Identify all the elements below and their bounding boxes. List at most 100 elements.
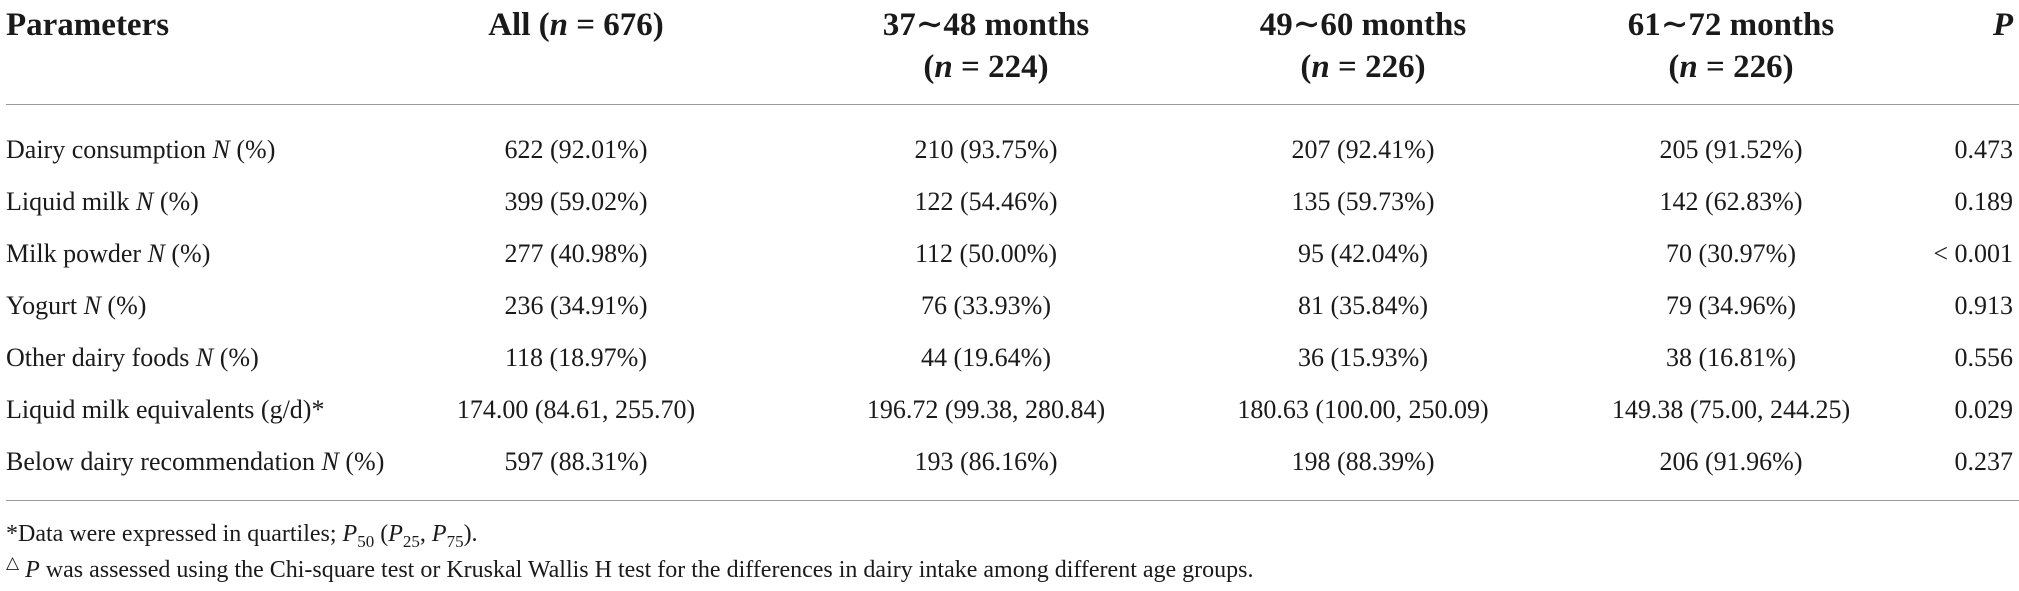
row-unit-n: N: [147, 239, 165, 268]
cell-all: 622 (92.01%): [504, 135, 648, 164]
cell-p-value: 0.029: [1954, 395, 2014, 424]
bottom-rule: [6, 500, 2019, 501]
table-row: Liquid milk equivalents (g/d)* 174.00 (84…: [6, 384, 2019, 436]
p-symbol: P: [431, 521, 447, 547]
row-unit-pct: (%): [338, 447, 385, 476]
table-row: Milk powder N (%) 277 (40.98%) 112 (50.00%…: [6, 228, 2019, 280]
cell-p-value: 0.556: [1954, 343, 2014, 372]
cell-g1: 210 (93.75%): [914, 135, 1058, 164]
footnote-1-text: *Data were expressed in quartiles;: [6, 521, 343, 547]
row-label: Milk powder: [6, 239, 142, 268]
table-row: Other dairy foods N (%) 118 (18.97%) 44 (1…: [6, 332, 2019, 384]
footnote-quartiles: *Data were expressed in quartiles; P50 (…: [6, 518, 478, 550]
sub-75: 75: [446, 532, 464, 551]
cell-g3: 79 (34.96%): [1666, 291, 1796, 320]
cell-g1: 44 (19.64%): [921, 343, 1051, 372]
header-p: P: [1993, 4, 2013, 46]
row-label: Other dairy foods: [6, 343, 190, 372]
cell-g2: 36 (15.93%): [1298, 343, 1428, 372]
footnote-2-text: was assessed using the Chi-square test o…: [39, 557, 1254, 583]
cell-g2: 81 (35.84%): [1298, 291, 1428, 320]
comma: ,: [419, 521, 432, 547]
row-label: Liquid milk: [6, 187, 130, 216]
paren-close: ).: [463, 521, 478, 547]
cell-all: 174.00 (84.61, 255.70): [456, 395, 696, 424]
header-group-49-60: 49∼60 months (n = 226): [1183, 4, 1543, 88]
row-unit-n: N: [83, 291, 101, 320]
sub-25: 25: [402, 532, 420, 551]
paren: (: [923, 49, 935, 85]
header-all-suffix: = 676): [567, 7, 664, 43]
triangle-mark: △: [6, 553, 20, 572]
row-label: Below dairy recommendation: [6, 447, 316, 476]
row-unit-pct: (%): [164, 239, 211, 268]
cell-all: 597 (88.31%): [504, 447, 648, 476]
cell-g2: 95 (42.04%): [1298, 239, 1428, 268]
p-symbol: P: [342, 521, 358, 547]
cell-g3: 149.38 (75.00, 244.25): [1611, 395, 1851, 424]
header-rule: [6, 104, 2019, 105]
row-parameter: Liquid milk N (%): [6, 176, 199, 228]
row-parameter: Dairy consumption N (%): [6, 124, 275, 176]
cell-g3: 70 (30.97%): [1666, 239, 1796, 268]
p-symbol: P: [25, 557, 40, 583]
cell-g3: 38 (16.81%): [1666, 343, 1796, 372]
cell-g2: 180.63 (100.00, 250.09): [1237, 395, 1489, 424]
cell-g3: 206 (91.96%): [1659, 447, 1803, 476]
cell-g1: 196.72 (99.38, 280.84): [866, 395, 1106, 424]
row-unit-pct: (%): [100, 291, 147, 320]
n-value: = 226): [1697, 49, 1794, 85]
paren: (: [1668, 49, 1680, 85]
row-unit-pct: (%): [213, 343, 259, 372]
cell-g2: 135 (59.73%): [1291, 187, 1435, 216]
row-parameter: Milk powder N (%): [6, 228, 210, 280]
row-parameter: Yogurt N (%): [6, 280, 146, 332]
row-unit-pct: (%): [229, 135, 276, 164]
cell-all: 277 (40.98%): [504, 239, 648, 268]
header-p-label: P: [1992, 7, 2013, 43]
row-label: Liquid milk equivalents (g/d)*: [6, 395, 325, 424]
table-row: Below dairy recommendation N (%) 597 (88.…: [6, 436, 2019, 488]
row-unit-n: N: [136, 187, 154, 216]
header-all-n: n: [549, 7, 568, 43]
n-value: = 224): [952, 49, 1049, 85]
cell-g2: 198 (88.39%): [1291, 447, 1435, 476]
cell-g1: 112 (50.00%): [914, 239, 1057, 268]
paren: (: [1300, 49, 1312, 85]
n-value: = 226): [1329, 49, 1426, 85]
row-unit-n: N: [195, 343, 214, 372]
header-group-61-72: 61∼72 months (n = 226): [1551, 4, 1911, 88]
row-parameter: Liquid milk equivalents (g/d)*: [6, 384, 324, 436]
header-group-37-48-label: 37∼48 months: [882, 7, 1090, 43]
row-unit-pct: (%): [153, 187, 199, 216]
n-symbol: n: [1311, 49, 1330, 85]
cell-g1: 193 (86.16%): [914, 447, 1058, 476]
row-unit-n: N: [321, 447, 339, 476]
header-parameters: Parameters: [6, 4, 169, 46]
footnote-p-method: △ P was assessed using the Chi-square te…: [6, 554, 1254, 586]
cell-p-value: 0.913: [1954, 291, 2014, 320]
row-label: Dairy consumption: [6, 135, 207, 164]
table-row: Liquid milk N (%) 399 (59.02%) 122 (54.46%…: [6, 176, 2019, 228]
header-group-49-60-n: (n = 226): [1183, 46, 1543, 88]
sub-50: 50: [357, 532, 375, 551]
header-group-37-48: 37∼48 months (n = 224): [806, 4, 1166, 88]
n-symbol: n: [934, 49, 953, 85]
cell-p-value: 0.473: [1954, 135, 2014, 164]
header-group-61-72-n: (n = 226): [1551, 46, 1911, 88]
header-group-61-72-label: 61∼72 months: [1627, 7, 1835, 43]
header-group-49-60-label: 49∼60 months: [1259, 7, 1467, 43]
cell-g3: 205 (91.52%): [1659, 135, 1803, 164]
table-row: Dairy consumption N (%) 622 (92.01%) 210 (…: [6, 124, 2019, 176]
cell-p-value: 0.189: [1954, 187, 2014, 216]
header-parameters-label: Parameters: [6, 7, 170, 43]
paren-open: (: [374, 521, 389, 547]
header-all-prefix: All (: [488, 7, 550, 43]
row-parameter: Other dairy foods N (%): [6, 332, 259, 384]
row-unit-n: N: [212, 135, 230, 164]
table-row: Yogurt N (%) 236 (34.91%) 76 (33.93%) 81 (3…: [6, 280, 2019, 332]
cell-g1: 76 (33.93%): [921, 291, 1051, 320]
cell-g3: 142 (62.83%): [1659, 187, 1803, 216]
cell-all: 118 (18.97%): [504, 343, 647, 372]
row-label: Yogurt: [6, 291, 78, 320]
